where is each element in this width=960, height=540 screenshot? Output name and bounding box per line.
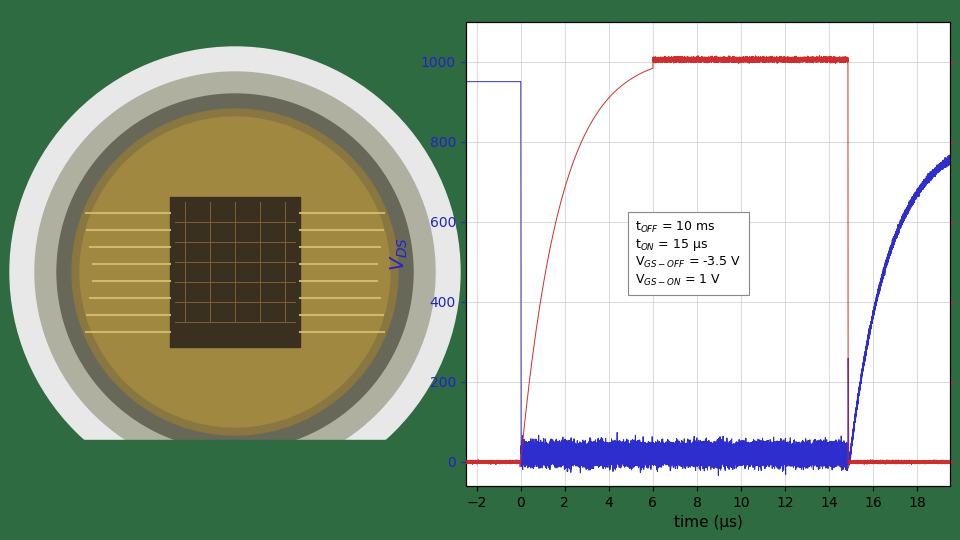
Circle shape bbox=[72, 109, 398, 435]
X-axis label: time (μs): time (μs) bbox=[674, 515, 742, 530]
Bar bbox=[0, 440, 960, 540]
Y-axis label: $V_{DS}$: $V_{DS}$ bbox=[389, 237, 410, 271]
Circle shape bbox=[862, 447, 898, 483]
Circle shape bbox=[10, 47, 460, 497]
Bar bbox=[500, 340, 960, 540]
Circle shape bbox=[80, 117, 390, 427]
Circle shape bbox=[35, 72, 435, 472]
Circle shape bbox=[57, 94, 413, 450]
Circle shape bbox=[868, 453, 892, 477]
Bar bbox=[170, 197, 300, 347]
Text: t$_{OFF}$ = 10 ms
t$_{ON}$ = 15 μs
V$_{GS-OFF}$ = -3.5 V
V$_{GS-ON}$ = 1 V: t$_{OFF}$ = 10 ms t$_{ON}$ = 15 μs V$_{G… bbox=[636, 220, 741, 288]
